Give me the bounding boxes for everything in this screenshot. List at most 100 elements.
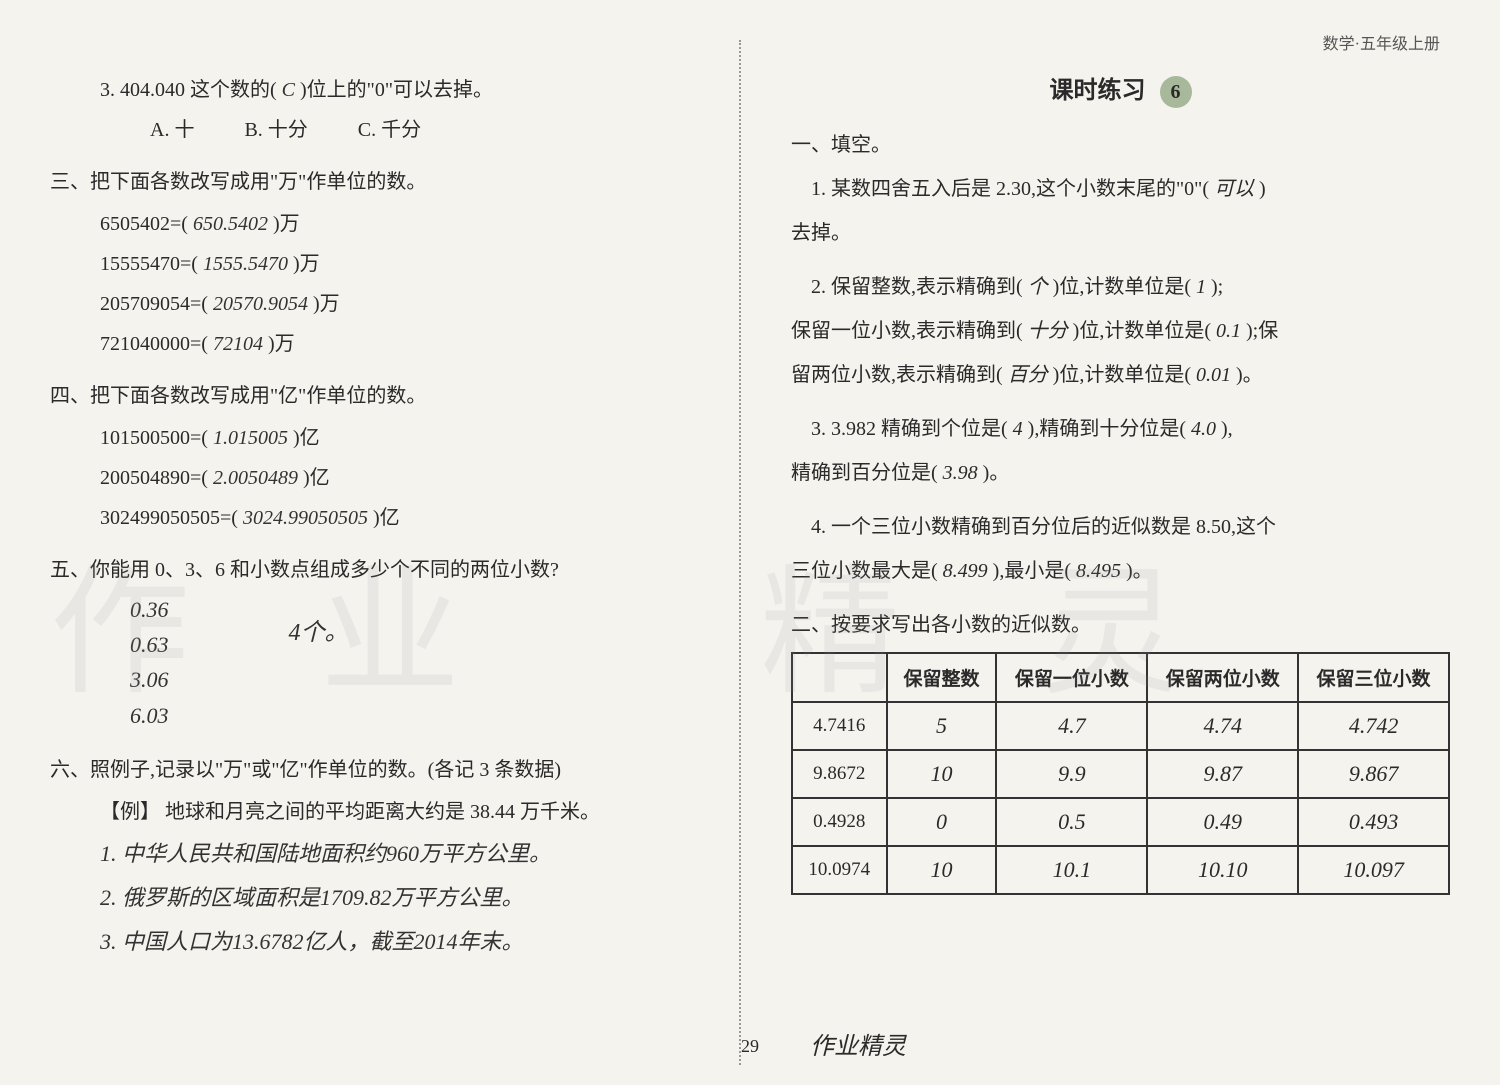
q2-a2: 1: [1196, 276, 1206, 298]
cell-val: 10.1: [996, 846, 1147, 894]
q2-l2b: )位,计数单位是(: [1073, 320, 1211, 342]
right-sec1-heading: 一、填空。: [791, 128, 1450, 157]
table-row: 0.4928 0 0.5 0.49 0.493: [792, 798, 1449, 846]
cell-val: 10.10: [1147, 846, 1298, 894]
right-sec2-heading: 二、按要求写出各小数的近似数。: [791, 608, 1450, 637]
q1-line2: 去掉。: [791, 222, 851, 244]
sec5-ans-item: 3.06: [130, 662, 169, 697]
q2-block: 2. 保留整数,表示精确到( 个 )位,计数单位是( 1 ); 保留一位小数,表…: [791, 265, 1450, 397]
sec3-ans: 1555.5470: [203, 253, 288, 275]
sec4-rhs: )亿: [373, 507, 400, 529]
cell-val: 9.9: [996, 750, 1147, 798]
sec3-item: 15555470=( 1555.5470 )万: [100, 244, 709, 284]
sec6-heading: 六、照例子,记录以"万"或"亿"作单位的数。(各记 3 条数据): [50, 753, 709, 782]
q2-p3: );: [1211, 276, 1223, 298]
q3r-p1: 3. 3.982 精确到个位是(: [811, 418, 1008, 440]
q2-a3: 十分: [1028, 320, 1068, 342]
row-label: 0.4928: [792, 798, 887, 846]
cell-val: 0: [887, 798, 997, 846]
sec5-ans-item: 6.03: [130, 698, 169, 733]
q2-a5: 百分: [1008, 364, 1048, 386]
header-subject: 数学·五年级上册: [1323, 30, 1440, 54]
approx-table: 保留整数 保留一位小数 保留两位小数 保留三位小数 4.7416 5 4.7 4…: [791, 652, 1450, 895]
cell-val: 4.74: [1147, 702, 1298, 750]
q3-opt-c: C. 千分: [358, 119, 421, 141]
cell-val: 5: [887, 702, 997, 750]
table-row: 10.0974 10 10.1 10.10 10.097: [792, 846, 1449, 894]
sec3-ans: 72104: [213, 333, 263, 355]
sec4-item: 302499050505=( 3024.99050505 )亿: [100, 498, 709, 538]
q2-l2c: );保: [1246, 320, 1278, 342]
q2-l3a: 留两位小数,表示精确到(: [791, 364, 1003, 386]
cell-val: 4.7: [996, 702, 1147, 750]
q4-a1: 8.499: [943, 560, 988, 582]
q3r-a1: 4: [1013, 418, 1023, 440]
cell-val: 10: [887, 750, 997, 798]
q4-l2b: ),最小是(: [993, 560, 1071, 582]
sec3-lhs: 6505402=(: [100, 213, 188, 235]
practice-title-text: 课时练习: [1050, 78, 1146, 104]
q2-l2a: 保留一位小数,表示精确到(: [791, 320, 1023, 342]
row-label: 10.0974: [792, 846, 887, 894]
sec4-rhs: )亿: [303, 467, 330, 489]
sec3-rhs: )万: [273, 213, 300, 235]
q4-l2c: )。: [1126, 560, 1153, 582]
q4-block: 4. 一个三位小数精确到百分位后的近似数是 8.50,这个 三位小数最大是( 8…: [791, 505, 1450, 593]
q2-p2: )位,计数单位是(: [1053, 276, 1191, 298]
q2-a6: 0.01: [1196, 364, 1231, 386]
sec3-ans: 20570.9054: [213, 293, 308, 315]
table-header-row: 保留整数 保留一位小数 保留两位小数 保留三位小数: [792, 653, 1449, 702]
q3r-a2: 4.0: [1191, 418, 1216, 440]
q3-text-after: )位上的"0"可以去掉。: [300, 79, 493, 101]
sec3-lhs: 721040000=(: [100, 333, 208, 355]
q4-l2a: 三位小数最大是(: [791, 560, 938, 582]
sec5-note: 4个。: [289, 612, 349, 733]
sec6-example: 【例】 地球和月亮之间的平均距离大约是 38.44 万千米。: [100, 792, 709, 832]
sec4-item: 200504890=( 2.0050489 )亿: [100, 458, 709, 498]
sec3-rhs: )万: [268, 333, 295, 355]
q3r-l2a: 精确到百分位是(: [791, 462, 938, 484]
sec4-ans: 1.015005: [213, 427, 288, 449]
sec5-ans-item: 0.36: [130, 592, 169, 627]
q2-a1: 个: [1028, 276, 1048, 298]
cell-val: 4.742: [1298, 702, 1449, 750]
cell-val: 10: [887, 846, 997, 894]
sec4-lhs: 200504890=(: [100, 467, 208, 489]
q2-p1: 2. 保留整数,表示精确到(: [811, 276, 1023, 298]
q2-l3b: )位,计数单位是(: [1053, 364, 1191, 386]
sec3-rhs: )万: [293, 253, 320, 275]
sec5-ans-item: 0.63: [130, 627, 169, 662]
q2-a4: 0.1: [1216, 320, 1241, 342]
practice-number-badge: 6: [1160, 76, 1192, 108]
q1-block: 1. 某数四舍五入后是 2.30,这个小数末尾的"0"( 可以 ) 去掉。: [791, 167, 1450, 255]
practice-title: 课时练习 6: [791, 70, 1450, 108]
cell-val: 9.867: [1298, 750, 1449, 798]
cell-val: 0.49: [1147, 798, 1298, 846]
sec4-item: 101500500=( 1.015005 )亿: [100, 418, 709, 458]
row-label: 4.7416: [792, 702, 887, 750]
q3r-p2: ),精确到十分位是(: [1028, 418, 1186, 440]
footer-handwriting: 作业精灵: [810, 1026, 906, 1061]
cell-val: 0.5: [996, 798, 1147, 846]
sec3-heading: 三、把下面各数改写成用"万"作单位的数。: [50, 165, 709, 194]
sec4-lhs: 101500500=(: [100, 427, 208, 449]
table-row: 9.8672 10 9.9 9.87 9.867: [792, 750, 1449, 798]
page-number: 29: [741, 1036, 759, 1057]
q3-line: 3. 404.040 这个数的( C )位上的"0"可以去掉。: [100, 70, 709, 110]
q3r-a3: 3.98: [943, 462, 978, 484]
sec6-answer: 2. 俄罗斯的区域面积是1709.82万平方公里。: [100, 876, 709, 920]
th-col: 保留整数: [887, 653, 997, 702]
th-col: 保留两位小数: [1147, 653, 1298, 702]
q3-opt-a: A. 十: [150, 119, 194, 141]
sec6-answer: 3. 中国人口为13.6782亿人，截至2014年末。: [100, 920, 709, 964]
sec4-ans: 2.0050489: [213, 467, 298, 489]
sec4-ans: 3024.99050505: [243, 507, 368, 529]
sec5-answers: 0.36 0.63 3.06 6.03: [130, 592, 169, 733]
cell-val: 9.87: [1147, 750, 1298, 798]
sec3-lhs: 205709054=(: [100, 293, 208, 315]
q1-p2: ): [1259, 178, 1266, 200]
th-col: 保留一位小数: [996, 653, 1147, 702]
table-row: 4.7416 5 4.7 4.74 4.742: [792, 702, 1449, 750]
row-label: 9.8672: [792, 750, 887, 798]
sec4-lhs: 302499050505=(: [100, 507, 238, 529]
